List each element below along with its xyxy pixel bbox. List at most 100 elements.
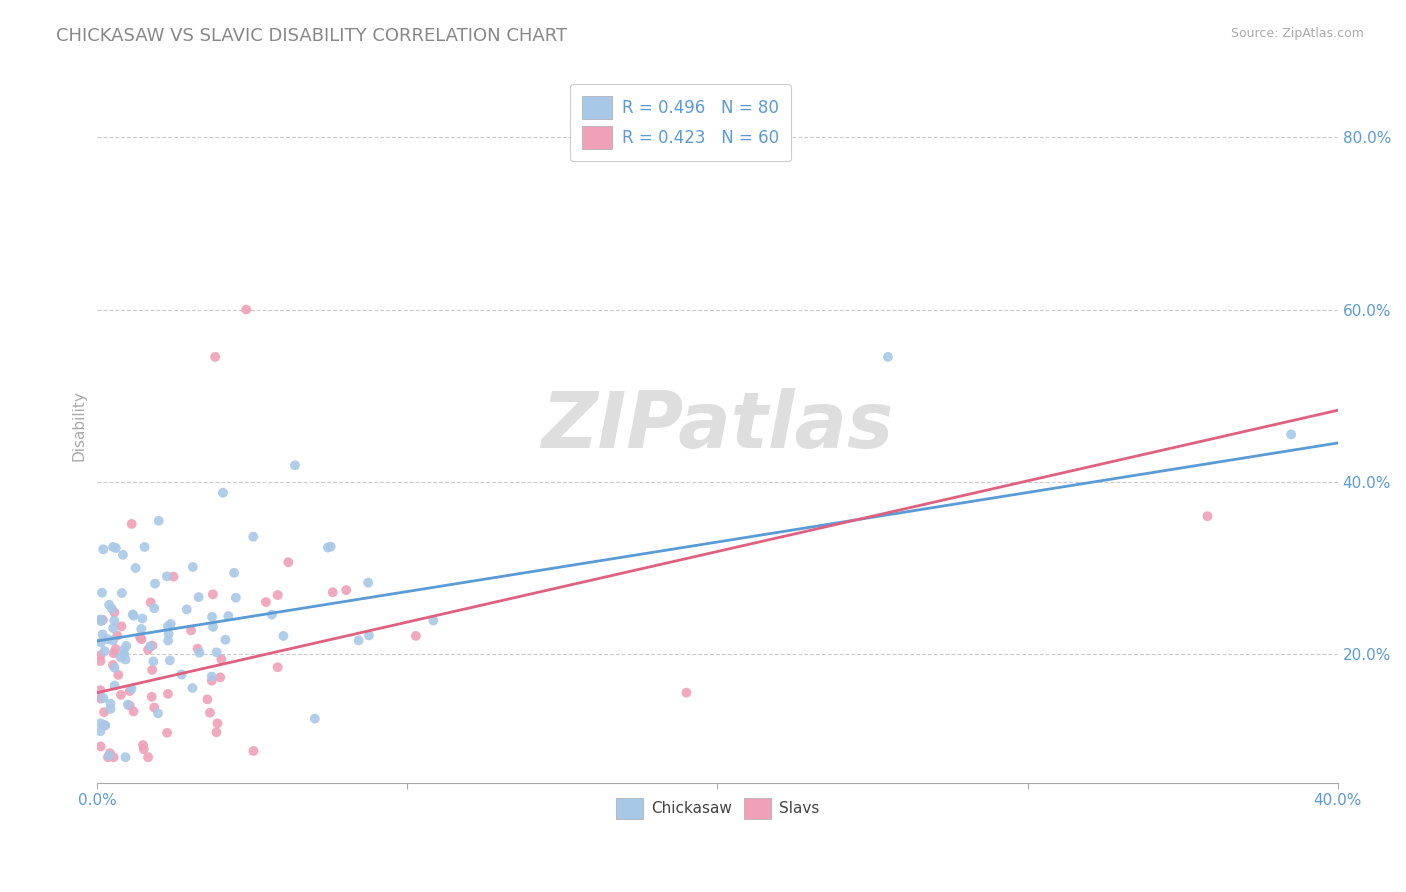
Point (129, 631, 152, 645)
Point (122, 608, 145, 623)
Point (100, 697, 122, 711)
Point (101, 633, 124, 648)
Point (1197, 509, 1219, 524)
Point (156, 569, 179, 583)
Point (114, 750, 136, 764)
Point (141, 690, 163, 704)
Point (118, 698, 141, 713)
Point (159, 616, 181, 631)
Point (136, 750, 159, 764)
Point (180, 624, 202, 638)
Point (110, 688, 132, 702)
Text: ZIPatlas: ZIPatlas (541, 388, 894, 464)
Point (136, 642, 159, 657)
Point (187, 590, 209, 604)
Point (111, 586, 134, 600)
Point (103, 614, 125, 628)
Point (89, 724, 111, 739)
Point (103, 661, 125, 675)
Point (143, 601, 166, 615)
Point (112, 642, 135, 657)
Point (316, 541, 339, 555)
Point (112, 647, 135, 661)
Point (242, 530, 264, 544)
Point (89, 612, 111, 626)
Point (347, 633, 370, 648)
Point (217, 609, 239, 624)
Point (214, 632, 236, 647)
Point (148, 514, 170, 528)
Point (131, 632, 153, 647)
Point (141, 639, 163, 653)
Point (201, 669, 224, 683)
Point (181, 560, 204, 574)
Point (134, 540, 156, 554)
Point (94, 718, 117, 732)
Point (89, 716, 111, 731)
Point (101, 540, 124, 554)
Point (204, 350, 226, 364)
Point (103, 646, 125, 660)
Point (277, 555, 299, 569)
Point (107, 668, 129, 682)
Point (207, 716, 229, 731)
Point (93, 691, 115, 706)
Point (117, 698, 139, 712)
Point (104, 642, 127, 657)
Text: Source: ZipAtlas.com: Source: ZipAtlas.com (1230, 27, 1364, 40)
Point (254, 595, 277, 609)
Point (877, 350, 900, 364)
Point (121, 607, 143, 622)
Point (176, 602, 198, 616)
Point (132, 738, 155, 752)
Legend: Chickasaw, Slavs: Chickasaw, Slavs (610, 791, 825, 825)
Point (93, 718, 115, 732)
Point (91, 542, 114, 557)
Point (89, 691, 111, 706)
Point (156, 619, 179, 633)
Point (201, 673, 224, 688)
Point (90, 635, 112, 649)
Point (198, 706, 221, 720)
Point (121, 681, 143, 696)
Point (212, 485, 235, 500)
Point (304, 712, 326, 726)
Point (181, 681, 204, 695)
Point (209, 670, 232, 684)
Point (143, 700, 166, 714)
Point (242, 744, 264, 758)
Point (93, 644, 115, 658)
Point (101, 601, 124, 615)
Point (188, 646, 211, 660)
Point (89, 648, 111, 663)
Point (335, 583, 357, 598)
Point (104, 541, 127, 555)
Y-axis label: Disability: Disability (72, 391, 86, 461)
Point (405, 629, 427, 643)
Point (142, 655, 165, 669)
Point (114, 652, 136, 666)
Point (143, 576, 166, 591)
Point (103, 750, 125, 764)
Point (93, 718, 115, 732)
Point (187, 641, 209, 656)
Point (115, 639, 138, 653)
Point (162, 569, 184, 583)
Point (100, 702, 122, 716)
Point (357, 575, 380, 590)
Point (422, 614, 444, 628)
Point (110, 619, 132, 633)
Point (93, 705, 115, 719)
Point (319, 540, 342, 554)
Point (156, 687, 179, 701)
Point (89, 654, 111, 668)
Point (98, 598, 121, 612)
Point (195, 692, 218, 706)
Point (225, 591, 247, 605)
Point (157, 627, 180, 641)
Point (97, 750, 120, 764)
Point (273, 629, 295, 643)
Point (201, 610, 224, 624)
Point (132, 742, 155, 756)
Point (202, 620, 225, 634)
